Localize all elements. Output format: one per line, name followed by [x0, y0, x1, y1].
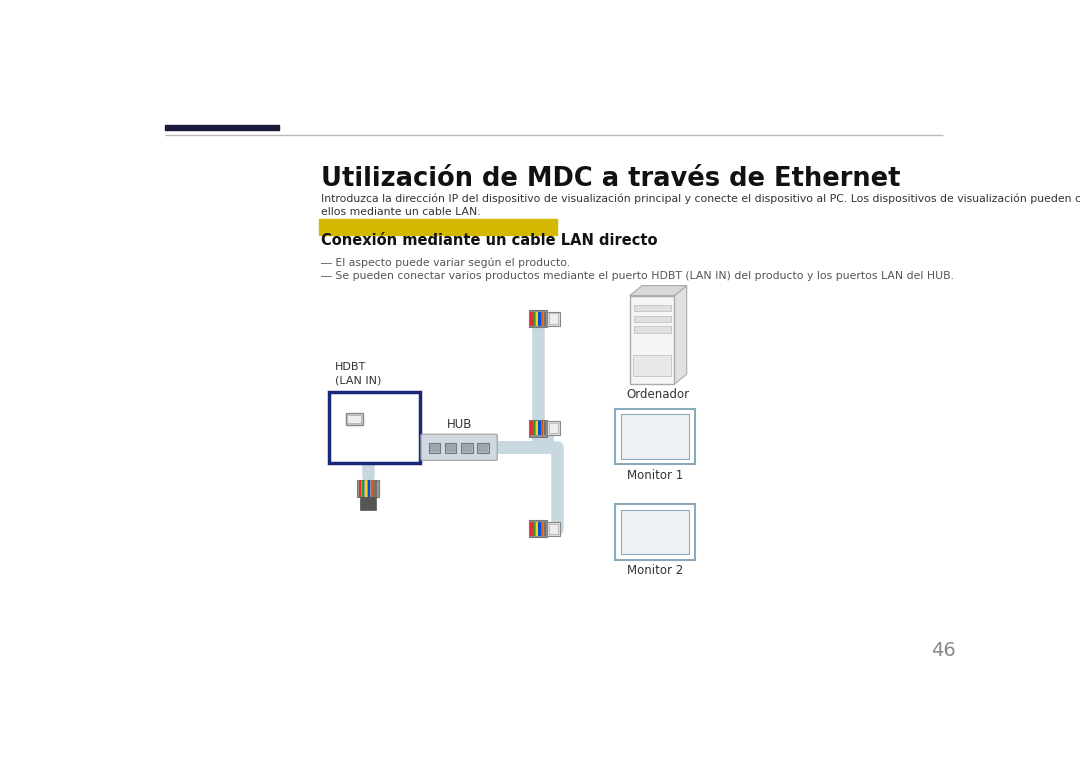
Bar	[630, 295, 674, 384]
Bar	[549, 423, 558, 433]
Bar	[534, 421, 536, 435]
Bar	[445, 443, 457, 452]
Bar	[165, 124, 280, 130]
Bar	[634, 327, 671, 333]
Bar	[359, 480, 361, 497]
Text: ― Se pueden conectar varios productos mediante el puerto HDBT (LAN IN) del produ: ― Se pueden conectar varios productos me…	[321, 271, 954, 281]
Bar	[616, 409, 694, 464]
Bar	[529, 520, 548, 537]
Text: Introduzca la dirección IP del dispositivo de visualización principal y conecte : Introduzca la dirección IP del dispositi…	[321, 194, 1080, 204]
Bar	[529, 420, 548, 436]
Bar	[541, 522, 543, 536]
Bar	[320, 220, 556, 235]
Bar	[477, 443, 489, 452]
Bar	[536, 522, 538, 536]
Bar	[430, 445, 438, 451]
Bar	[549, 314, 558, 324]
Bar	[462, 445, 471, 451]
Bar	[328, 392, 419, 462]
Bar	[375, 480, 377, 497]
Bar	[616, 504, 694, 560]
Bar	[368, 480, 370, 497]
Bar	[634, 316, 671, 322]
Text: HDBT
(LAN IN): HDBT (LAN IN)	[335, 362, 381, 386]
FancyBboxPatch shape	[421, 434, 497, 460]
Text: Ordenador: Ordenador	[626, 388, 690, 401]
Bar	[530, 312, 532, 326]
Bar	[362, 480, 364, 497]
Bar	[634, 305, 671, 311]
Text: ― El aspecto puede variar según el producto.: ― El aspecto puede variar según el produ…	[321, 257, 570, 268]
Bar	[536, 421, 538, 435]
Text: Conexión mediante un cable LAN directo: Conexión mediante un cable LAN directo	[321, 233, 658, 248]
Polygon shape	[674, 285, 687, 384]
Bar	[544, 522, 546, 536]
Bar	[357, 480, 379, 497]
Bar	[461, 443, 473, 452]
Bar	[544, 421, 546, 435]
Bar	[365, 480, 367, 497]
Text: Monitor 2: Monitor 2	[627, 565, 684, 578]
Text: 46: 46	[931, 641, 956, 660]
Bar	[534, 312, 536, 326]
Bar	[621, 510, 689, 555]
Bar	[548, 522, 559, 536]
Bar	[347, 415, 361, 423]
Bar	[429, 443, 441, 452]
Bar	[530, 522, 532, 536]
Text: Utilización de MDC a través de Ethernet: Utilización de MDC a través de Ethernet	[321, 166, 901, 192]
Bar	[529, 311, 548, 327]
Bar	[539, 312, 541, 326]
Bar	[536, 312, 538, 326]
Text: ellos mediante un cable LAN.: ellos mediante un cable LAN.	[321, 207, 481, 217]
Bar	[446, 445, 455, 451]
Bar	[548, 421, 559, 435]
Bar	[541, 421, 543, 435]
Bar	[165, 134, 943, 136]
Bar	[361, 497, 376, 510]
Bar	[621, 414, 689, 459]
Polygon shape	[630, 285, 687, 295]
Text: Monitor 1: Monitor 1	[627, 468, 684, 482]
Bar	[478, 445, 487, 451]
Bar	[539, 522, 541, 536]
Bar	[548, 312, 559, 326]
Bar	[541, 312, 543, 326]
Text: HUB: HUB	[446, 418, 472, 431]
Bar	[372, 480, 374, 497]
Bar	[346, 414, 363, 425]
Bar	[539, 421, 541, 435]
Bar	[544, 312, 546, 326]
Bar	[549, 523, 558, 534]
Bar	[633, 355, 672, 376]
Bar	[534, 522, 536, 536]
Bar	[530, 421, 532, 435]
